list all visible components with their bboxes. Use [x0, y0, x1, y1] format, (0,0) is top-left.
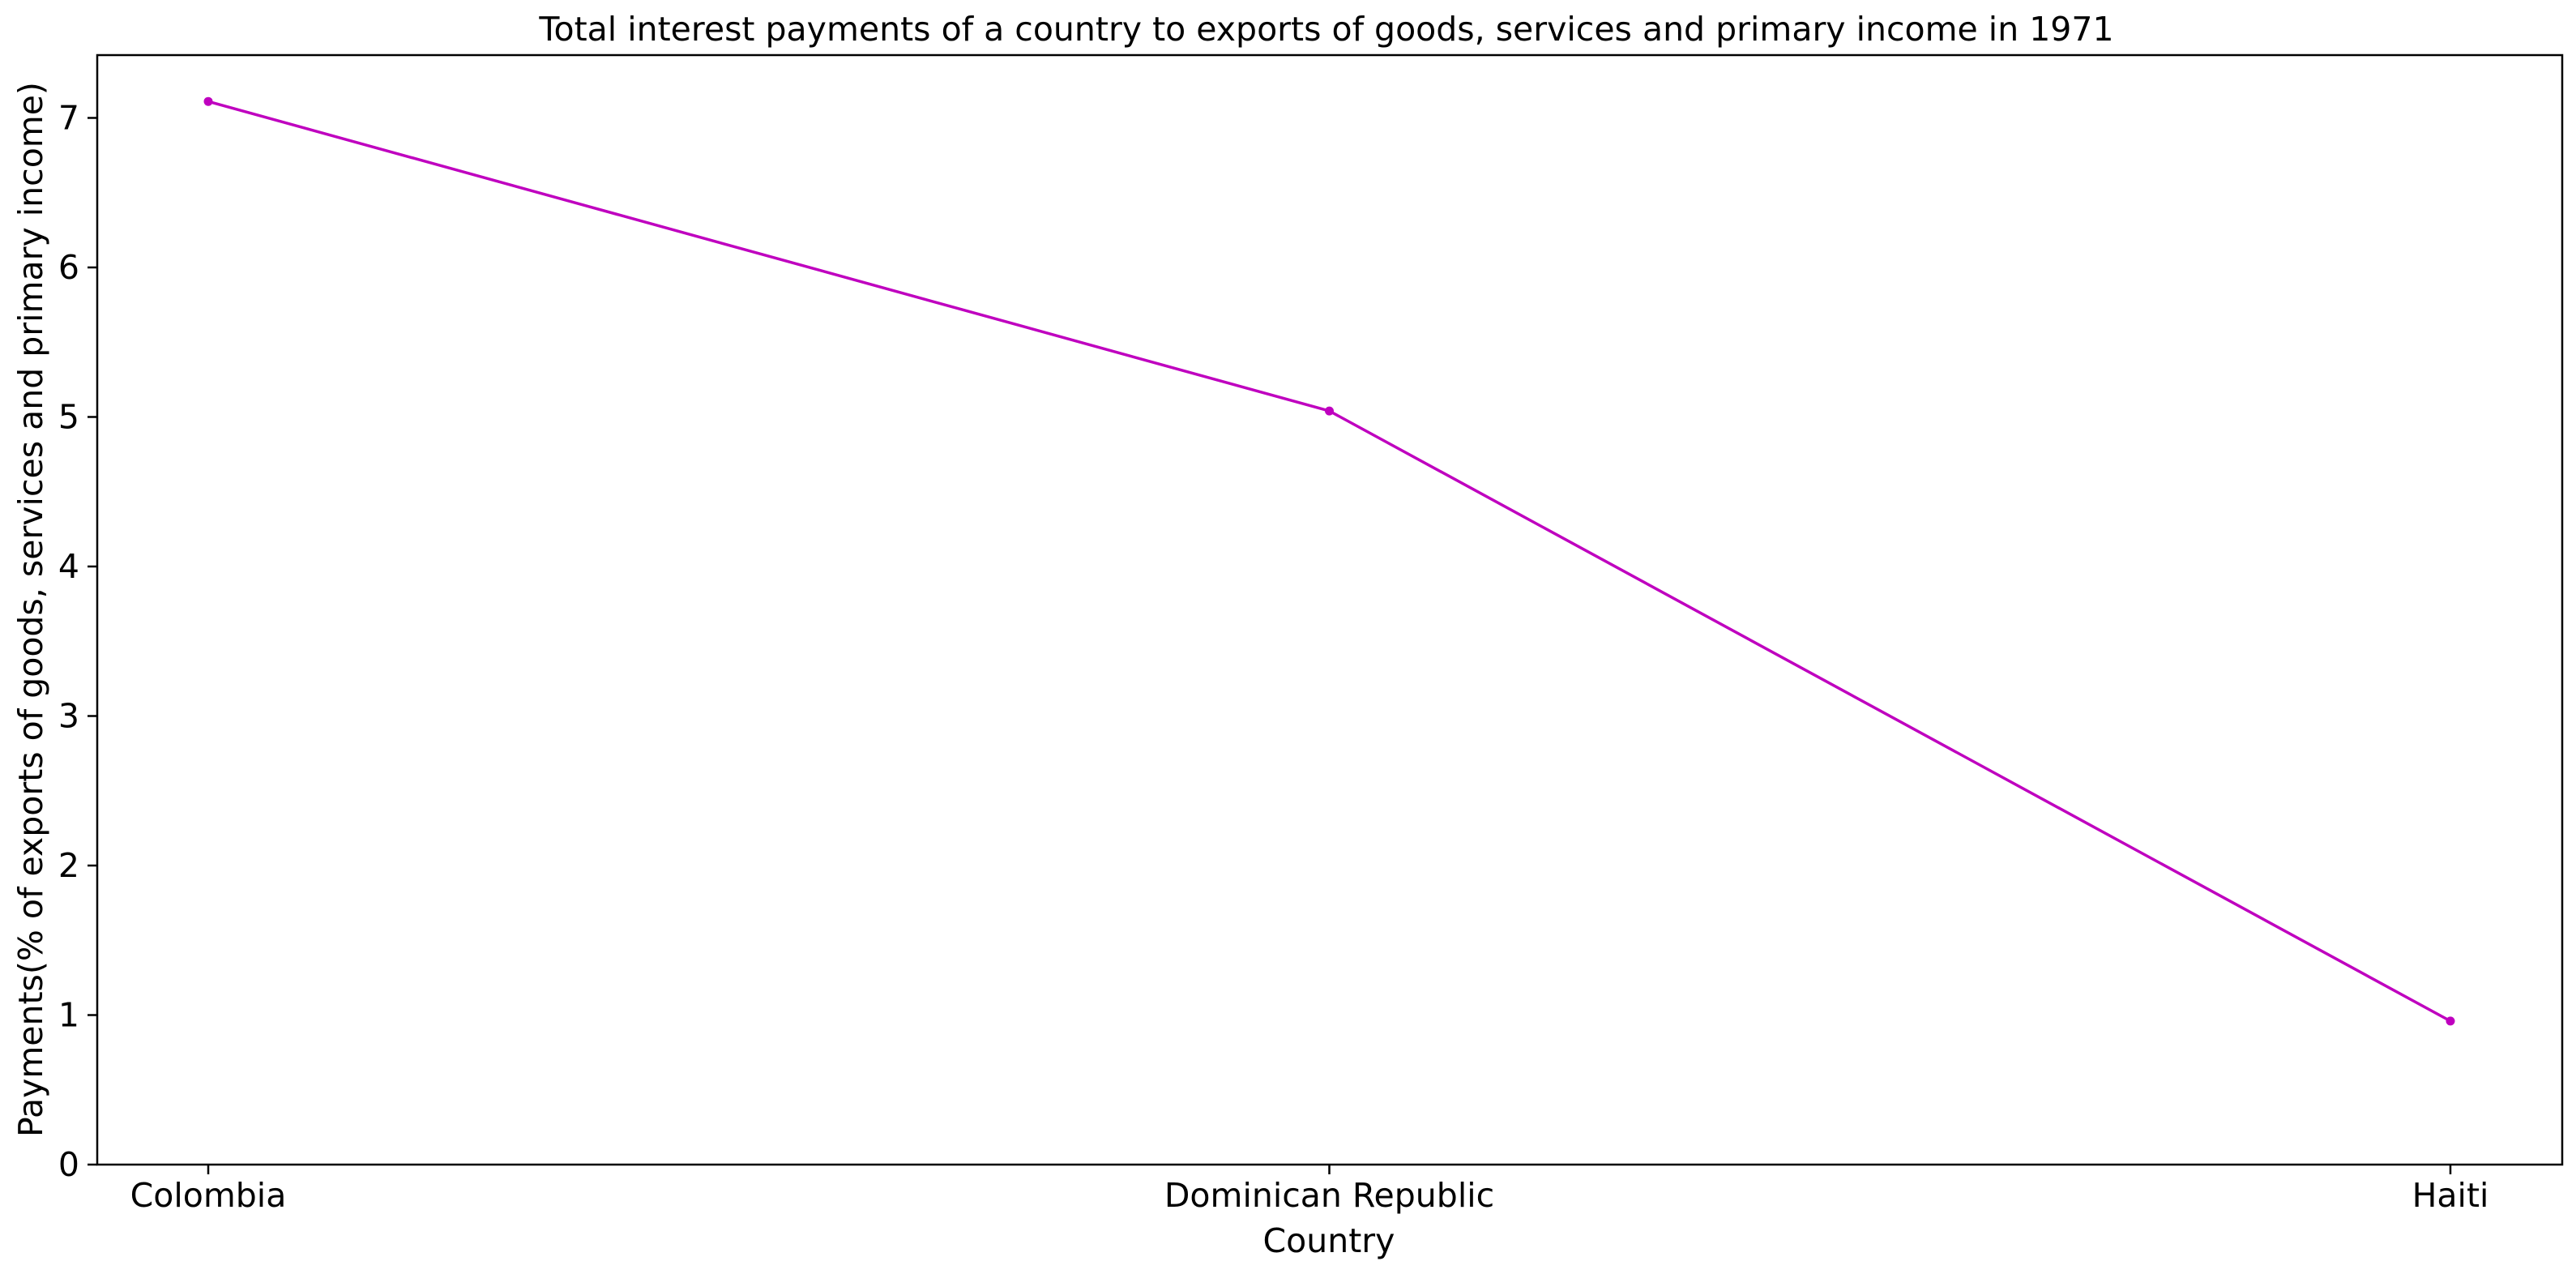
- y-axis-label: Payments(% of exports of goods, services…: [11, 82, 50, 1137]
- y-tick-label: 1: [58, 995, 79, 1034]
- x-tick-label: Dominican Republic: [1164, 1176, 1494, 1215]
- x-tick-label: Haiti: [2412, 1176, 2489, 1215]
- x-axis-label: Country: [1263, 1221, 1395, 1260]
- x-tick-label: Colombia: [130, 1176, 287, 1215]
- y-tick-label: 0: [58, 1145, 79, 1184]
- y-tick-label: 6: [58, 248, 79, 287]
- y-tick-label: 4: [58, 547, 79, 586]
- data-point: [2446, 1016, 2455, 1026]
- y-tick-label: 3: [58, 696, 79, 735]
- x-axis: Colombia Dominican Republic Haiti: [130, 1165, 2489, 1215]
- y-tick-label: 5: [58, 397, 79, 436]
- data-point: [203, 96, 213, 106]
- y-axis: 0 1 2 3 4 5 6 7: [58, 98, 97, 1184]
- series-layer: [203, 96, 2455, 1026]
- y-tick-label: 7: [58, 98, 79, 137]
- series-line: [207, 100, 2452, 1023]
- plot-area-frame: [96, 53, 2564, 1166]
- data-point: [1325, 406, 1334, 416]
- chart-title: Total interest payments of a country to …: [538, 10, 2113, 49]
- y-tick-label: 2: [58, 846, 79, 885]
